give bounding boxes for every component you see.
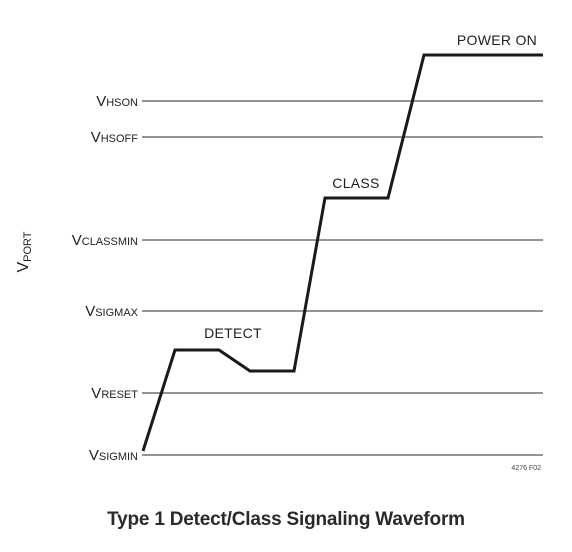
y-axis-label-main: V (15, 262, 32, 273)
threshold-lines (142, 100, 543, 456)
level-label-sigmax-main: V (85, 303, 95, 320)
figure-id: 4276 F02 (511, 465, 541, 472)
level-label-reset-main: V (91, 385, 101, 402)
level-label-classmin: VCLASSMIN (72, 232, 138, 249)
level-label-reset: VRESET (91, 385, 138, 402)
level-label-reset-sub: RESET (101, 389, 138, 401)
figure-caption: Type 1 Detect/Class Signaling Waveform (107, 509, 465, 530)
level-label-hson-main: V (96, 93, 106, 110)
level-label-hson-sub: HSON (106, 97, 138, 109)
region-label-power-on: POWER ON (457, 32, 537, 48)
region-label-class: CLASS (332, 175, 379, 191)
level-label-hsoff-main: V (91, 129, 101, 146)
level-label-sigmin-main: V (89, 447, 99, 464)
y-axis-label: VPORT (15, 231, 34, 272)
level-label-sigmax-sub: SIGMAX (95, 307, 138, 319)
region-label-detect: DETECT (204, 325, 262, 341)
level-label-hsoff: VHSOFF (91, 129, 139, 146)
level-label-sigmax: VSIGMAX (85, 303, 138, 320)
level-label-hsoff-sub: HSOFF (101, 133, 139, 145)
level-label-classmin-main: V (72, 232, 82, 249)
level-label-hson: VHSON (96, 93, 138, 110)
level-label-sigmin: VSIGMIN (89, 447, 138, 464)
level-label-classmin-sub: CLASSMIN (82, 236, 138, 248)
y-axis-label-sub: PORT (22, 231, 34, 262)
level-label-sigmin-sub: SIGMIN (99, 451, 138, 463)
waveform-trace (141, 53, 543, 452)
